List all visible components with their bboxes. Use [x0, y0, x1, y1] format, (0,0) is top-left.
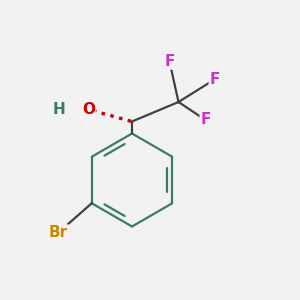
Text: H: H [52, 102, 65, 117]
Text: F: F [200, 112, 211, 128]
Text: F: F [164, 54, 175, 69]
Text: O: O [82, 102, 95, 117]
Text: F: F [209, 72, 220, 87]
Text: Br: Br [49, 225, 68, 240]
